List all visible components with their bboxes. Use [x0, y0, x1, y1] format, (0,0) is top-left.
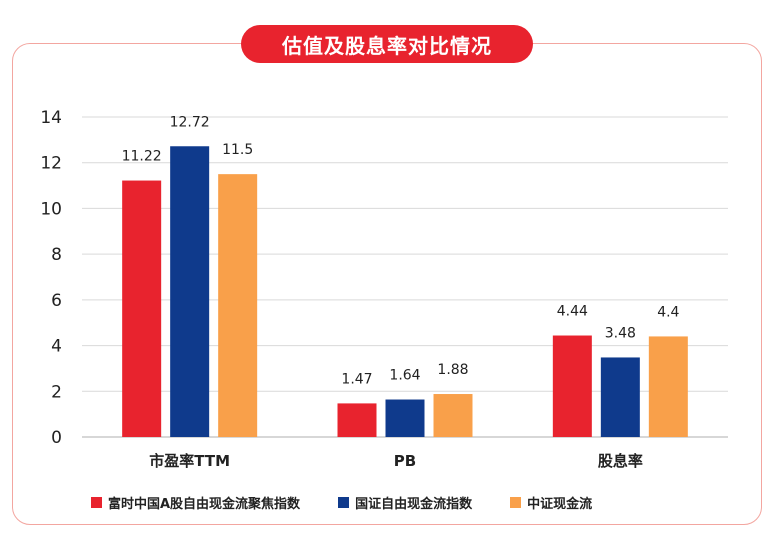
- bar: [170, 146, 210, 437]
- data-label: 11.5: [222, 142, 253, 158]
- legend-swatch-2: [338, 497, 350, 508]
- bar: [122, 180, 162, 438]
- y-tick-label: 10: [40, 199, 62, 219]
- legend-label-1: 富时中国A股自由现金流聚焦指数: [108, 497, 301, 512]
- x-tick-label: PB: [394, 452, 416, 470]
- y-tick-label: 8: [51, 245, 62, 265]
- y-tick-label: 14: [40, 108, 62, 128]
- bar: [648, 336, 688, 437]
- y-tick-label: 12: [40, 154, 62, 174]
- legend-item-3: 中证现金流: [510, 493, 592, 512]
- legend-swatch-3: [510, 497, 522, 508]
- x-tick-label: 股息率: [598, 452, 643, 470]
- data-label: 12.72: [170, 114, 210, 130]
- bar: [433, 394, 473, 437]
- bar: [385, 399, 425, 437]
- y-tick-label: 0: [51, 428, 62, 448]
- y-tick-label: 4: [51, 337, 62, 357]
- data-label: 4.4: [657, 304, 679, 320]
- data-label: 1.64: [389, 368, 420, 384]
- chart-title: 估值及股息率对比情况: [241, 25, 533, 63]
- bar: [552, 335, 592, 437]
- data-label: 1.88: [437, 362, 468, 378]
- legend: 富时中国A股自由现金流聚焦指数 国证自由现金流指数 中证现金流: [91, 493, 630, 512]
- y-tick-label: 6: [51, 291, 62, 311]
- legend-label-2: 国证自由现金流指数: [355, 497, 473, 512]
- bar: [337, 403, 377, 437]
- legend-item-1: 富时中国A股自由现金流聚焦指数: [91, 493, 300, 512]
- legend-swatch-1: [91, 497, 102, 508]
- data-label: 4.44: [557, 304, 588, 320]
- bar: [600, 357, 640, 437]
- data-label: 1.47: [341, 371, 372, 387]
- data-label: 3.48: [605, 325, 636, 341]
- legend-label-3: 中证现金流: [527, 497, 593, 512]
- bar: [218, 174, 258, 437]
- legend-item-2: 国证自由现金流指数: [338, 493, 472, 512]
- x-tick-label: 市盈率TTM: [149, 452, 230, 470]
- data-label: 11.22: [122, 149, 162, 165]
- y-tick-label: 2: [51, 382, 62, 402]
